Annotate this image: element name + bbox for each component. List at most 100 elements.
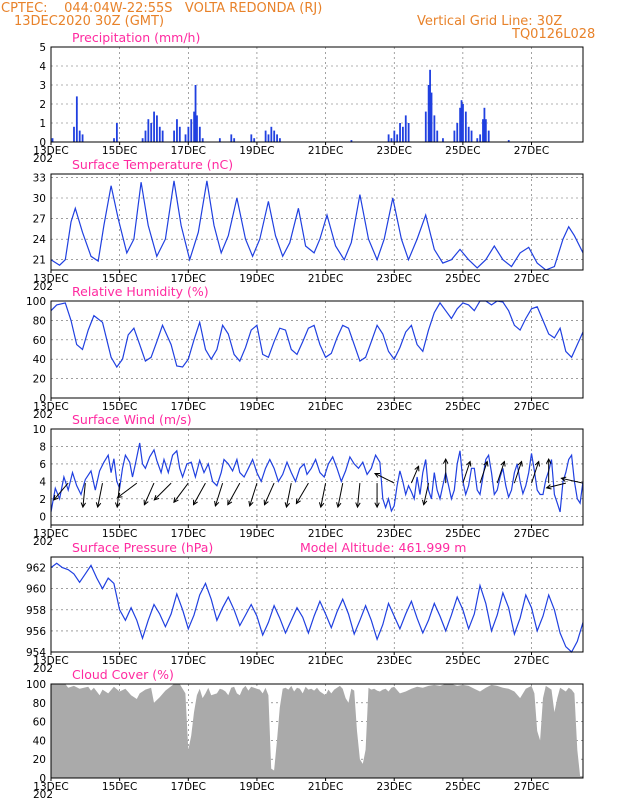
precip-bar: [147, 119, 150, 142]
x-tick-label: 25DEC: [445, 401, 480, 413]
wind-arrow-head: [95, 502, 102, 509]
wind-arrow-head: [295, 498, 301, 505]
wind-arrow-head: [318, 502, 325, 509]
y-tick-label: 0: [39, 137, 46, 149]
y-tick-label: 8: [39, 441, 46, 453]
precip-bar: [442, 138, 444, 142]
panel-cloud: 0 20 40 60 80 100 Cloud Cover (%) 13DEC 15DEC 17D…: [26, 667, 584, 800]
precip-bar: [198, 126, 201, 142]
wind-arrow-head: [422, 499, 428, 506]
precip-bar: [396, 134, 399, 142]
x-tick-label: 17DEC: [171, 528, 206, 540]
precip-bar: [427, 85, 430, 142]
y-tick-label: 5: [39, 42, 46, 54]
wind-arrow: [153, 482, 172, 501]
x-tick-label: 13DEC: [33, 655, 68, 667]
x-tick-label: 21DEC: [308, 781, 343, 793]
wind-arrow-head: [517, 460, 523, 467]
wind-arrow-head: [153, 495, 160, 501]
wind-arrow: [374, 473, 395, 484]
wind-arrow-head: [284, 502, 290, 509]
wind-arrow: [53, 482, 69, 501]
precip-bar: [483, 107, 486, 142]
precip-bar: [484, 119, 487, 142]
wind-arrow: [513, 461, 523, 484]
wind-arrow-head: [114, 502, 121, 509]
year-stub: 202: [33, 536, 53, 548]
precip-bar: [482, 119, 484, 142]
precip-bar: [230, 134, 233, 142]
series-line-wind: [50, 442, 584, 513]
header-model-code: TQ0126L028: [512, 27, 596, 42]
wind-arrow: [117, 482, 138, 498]
wind-arrow: [214, 482, 224, 507]
y-tick-label: 60: [33, 335, 46, 347]
precip-bar: [196, 115, 198, 142]
panel-rh: 0 20 40 60 80 100 Relative Humidity (%) 13DEC 15…: [26, 284, 584, 421]
wind-arrow: [249, 482, 258, 507]
y-tick-label: 80: [33, 315, 46, 327]
precip-bar: [350, 140, 353, 142]
precip-bar: [487, 130, 490, 142]
wind-arrow: [264, 482, 275, 505]
panel-frame: [50, 428, 584, 526]
panel-title: Precipitation (mm/h): [72, 30, 200, 45]
header-source: CPTEC: 044:04W-22:55S VOLTA REDONDA (RJ): [1, 2, 322, 16]
x-tick-label: 21DEC: [308, 528, 343, 540]
y-tick-label: 956: [26, 626, 46, 638]
y-tick-label: 0: [39, 393, 46, 405]
precip-bar: [267, 134, 270, 142]
y-tick-label: 100: [26, 296, 46, 308]
wind-arrow-head: [263, 499, 269, 506]
precip-bar: [193, 111, 196, 142]
precip-bar: [399, 123, 401, 142]
x-tick-label: 19DEC: [239, 781, 274, 793]
wind-arrow: [479, 461, 488, 484]
wind-arrow-head: [545, 457, 552, 464]
source-label: CPTEC:: [1, 1, 48, 16]
x-tick-label: 27DEC: [514, 655, 549, 667]
x-tick-label: 17DEC: [171, 655, 206, 667]
precip-bar: [476, 138, 479, 142]
x-tick-label: 15DEC: [102, 401, 137, 413]
y-tick-label: 2: [39, 494, 46, 506]
wind-arrow-head: [374, 473, 380, 478]
precip-bar: [218, 138, 221, 142]
wind-arrow: [143, 482, 155, 505]
precip-bar: [407, 123, 410, 142]
wind-arrow: [97, 483, 103, 508]
precip-bar: [479, 134, 482, 142]
precip-bar: [78, 130, 81, 142]
y-tick-label: 4: [39, 61, 46, 73]
wind-arrow-head: [227, 499, 233, 506]
x-tick-label: 23DEC: [377, 273, 412, 285]
wind-arrow: [320, 483, 327, 508]
year-stub: 202: [33, 789, 53, 800]
wind-arrow-head: [248, 500, 254, 507]
year-stub: 202: [33, 663, 53, 675]
location-label: 044:04W-22:55S VOLTA REDONDA (RJ): [64, 1, 323, 16]
x-tick-label: 15DEC: [102, 781, 137, 793]
x-tick-label: 27DEC: [514, 401, 549, 413]
precip-bar: [75, 96, 78, 142]
precip-bar: [153, 111, 155, 142]
y-tick-label: 0: [39, 773, 46, 785]
precip-bar: [184, 134, 187, 142]
precip-bar: [387, 134, 390, 142]
precip-bar: [51, 138, 54, 142]
wind-arrow-head: [374, 502, 380, 509]
x-tick-label: 13DEC: [33, 273, 68, 285]
wind-arrow-head: [53, 494, 59, 501]
x-tick-label: 17DEC: [171, 401, 206, 413]
x-tick-label: 17DEC: [171, 145, 206, 157]
wind-arrow: [462, 461, 471, 484]
x-tick-label: 23DEC: [377, 145, 412, 157]
x-tick-label: 23DEC: [377, 528, 412, 540]
y-tick-label: 24: [33, 234, 47, 246]
precip-bar: [250, 134, 253, 142]
series-line-rh: [50, 300, 584, 369]
y-tick-label: 6: [39, 459, 46, 471]
precip-bar: [429, 69, 431, 142]
year-stub: 202: [33, 153, 53, 165]
